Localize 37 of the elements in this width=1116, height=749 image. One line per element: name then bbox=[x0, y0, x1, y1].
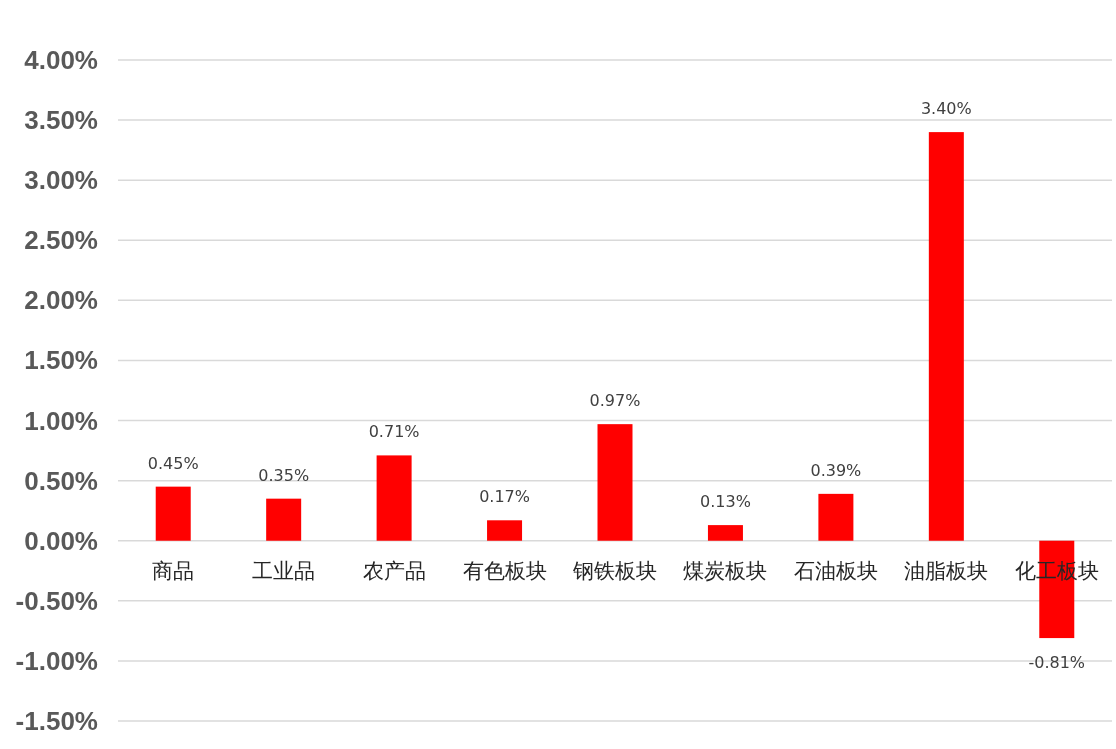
y-tick-label: 2.50% bbox=[24, 225, 98, 256]
bar bbox=[487, 520, 523, 541]
data-label: 0.17% bbox=[479, 487, 530, 507]
y-tick-label: 3.00% bbox=[24, 165, 98, 196]
x-tick-label: 有色板块 bbox=[462, 558, 547, 583]
x-tick-label: 钢铁板块 bbox=[572, 558, 657, 583]
bar bbox=[266, 498, 302, 541]
data-label: 0.45% bbox=[147, 453, 199, 473]
bar bbox=[928, 132, 964, 541]
bar bbox=[818, 493, 854, 541]
data-label: 0.35% bbox=[258, 465, 310, 485]
data-label: 3.40% bbox=[920, 99, 972, 119]
bar bbox=[376, 455, 412, 541]
x-tick-label: 煤炭板块 bbox=[683, 558, 768, 583]
data-label: -0.81% bbox=[1028, 653, 1086, 673]
bar bbox=[707, 525, 743, 541]
data-label: 0.71% bbox=[368, 422, 420, 442]
x-tick-label: 油脂板块 bbox=[904, 558, 989, 583]
x-tick-label: 石油板块 bbox=[793, 558, 878, 583]
y-tick-label: 4.00% bbox=[24, 45, 98, 75]
y-tick-label: 3.50% bbox=[24, 105, 98, 136]
y-tick-label: 1.00% bbox=[24, 405, 98, 436]
data-label: 0.97% bbox=[589, 391, 641, 411]
x-tick-label: 商品 bbox=[152, 558, 195, 583]
bar bbox=[597, 424, 633, 541]
bar bbox=[155, 486, 191, 541]
x-tick-label: 农产品 bbox=[362, 558, 426, 583]
y-tick-label: -1.00% bbox=[15, 645, 98, 676]
y-tick-label: -1.50% bbox=[15, 706, 98, 736]
y-tick-label: 0.50% bbox=[24, 465, 98, 496]
y-tick-label: -0.50% bbox=[15, 585, 98, 616]
x-tick-label: 工业品 bbox=[252, 558, 316, 583]
data-label: 0.39% bbox=[810, 460, 862, 480]
y-tick-label: 2.00% bbox=[24, 285, 98, 316]
y-tick-label: 0.00% bbox=[24, 525, 98, 556]
y-tick-label: 1.50% bbox=[24, 345, 98, 376]
data-label: 0.13% bbox=[700, 492, 751, 512]
